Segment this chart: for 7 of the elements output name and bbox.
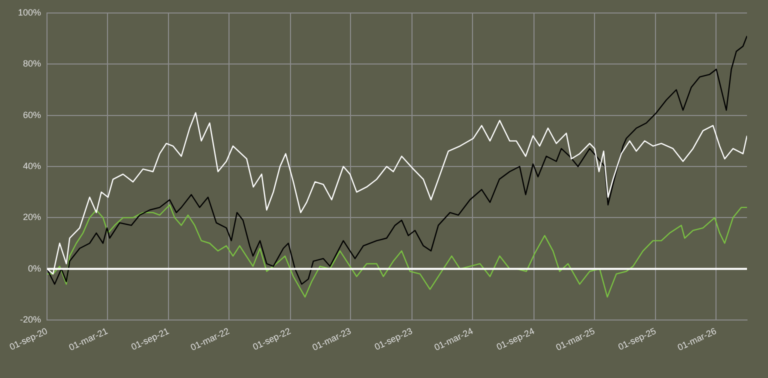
y-tick-label: 40% bbox=[22, 160, 41, 171]
y-tick-label: -20% bbox=[20, 314, 41, 324]
y-tick-label: 20% bbox=[22, 212, 41, 222]
y-tick-label: 100% bbox=[18, 7, 41, 18]
y-tick-label: 80% bbox=[22, 58, 41, 69]
y-tick-label: 60% bbox=[22, 110, 41, 120]
y-tick-label: 0% bbox=[28, 263, 41, 274]
